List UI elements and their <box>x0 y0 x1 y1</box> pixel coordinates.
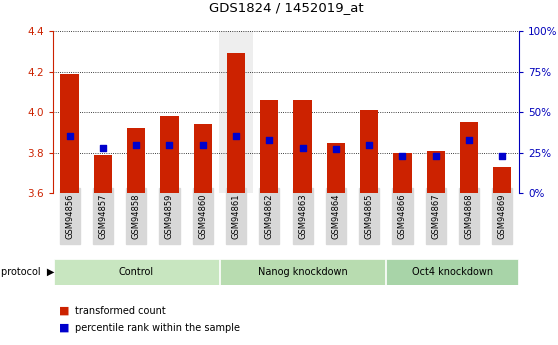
Bar <box>54 259 219 285</box>
Bar <box>219 31 253 193</box>
Bar <box>360 110 378 193</box>
Point <box>431 153 440 159</box>
Point <box>331 147 340 152</box>
Bar <box>493 167 512 193</box>
Bar <box>460 122 478 193</box>
Bar <box>393 152 412 193</box>
Bar <box>327 142 345 193</box>
Text: GDS1824 / 1452019_at: GDS1824 / 1452019_at <box>209 1 363 14</box>
Point <box>198 142 207 147</box>
Bar <box>227 53 245 193</box>
Text: Control: Control <box>119 267 154 277</box>
Point <box>465 137 474 142</box>
Bar <box>194 124 212 193</box>
Point <box>132 142 141 147</box>
Text: protocol  ▶: protocol ▶ <box>1 267 55 277</box>
Point <box>65 134 74 139</box>
Text: Nanog knockdown: Nanog knockdown <box>258 267 348 277</box>
Text: Oct4 knockdown: Oct4 knockdown <box>412 267 493 277</box>
Text: percentile rank within the sample: percentile rank within the sample <box>75 323 240 333</box>
Bar <box>294 100 312 193</box>
Bar <box>94 155 112 193</box>
Bar <box>220 259 385 285</box>
Bar <box>160 116 179 193</box>
Bar <box>260 100 278 193</box>
Bar <box>60 73 79 193</box>
Point <box>165 142 174 147</box>
Point <box>232 134 240 139</box>
Point <box>298 145 307 150</box>
Point <box>498 153 507 159</box>
Point <box>265 137 274 142</box>
Point <box>398 153 407 159</box>
Point <box>365 142 374 147</box>
Text: transformed count: transformed count <box>75 306 166 315</box>
Bar <box>127 128 146 193</box>
Bar <box>387 259 518 285</box>
Text: ■: ■ <box>59 323 69 333</box>
Text: ■: ■ <box>59 306 69 315</box>
Bar <box>426 151 445 193</box>
Point <box>98 145 107 150</box>
